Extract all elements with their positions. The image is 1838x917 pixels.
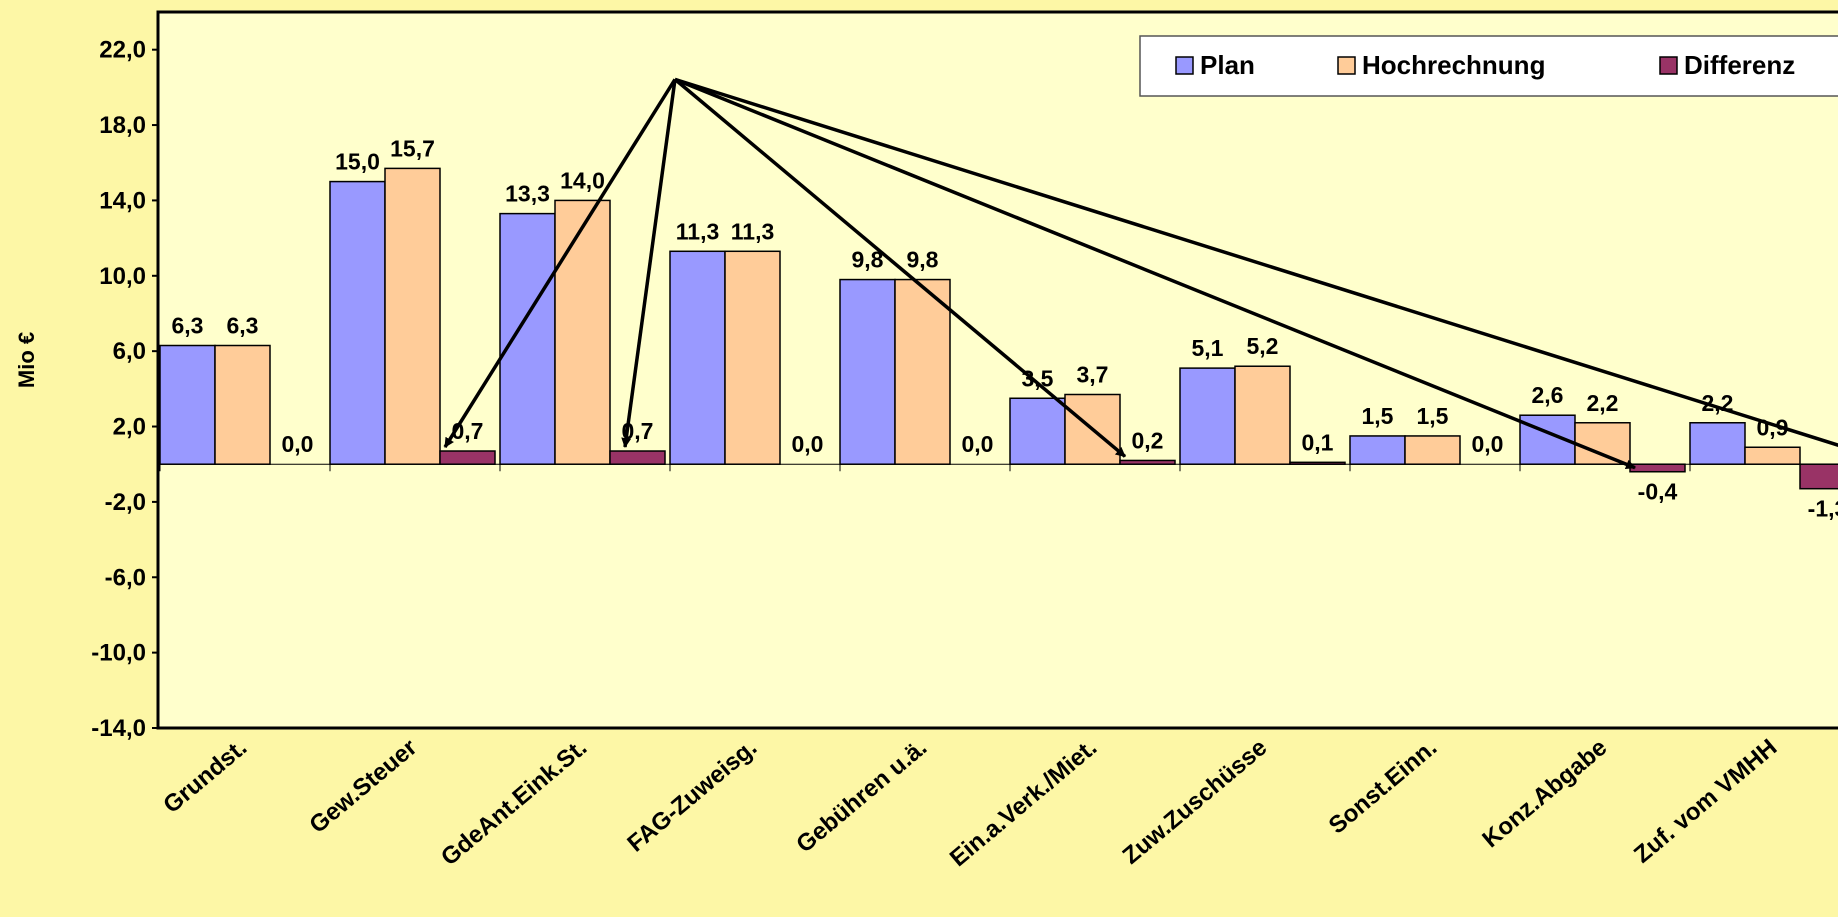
data-label-plan-6: 5,1	[1192, 335, 1224, 361]
bar-plan-7	[1349, 435, 1406, 465]
bar-plan-4	[839, 278, 896, 465]
x-tick-label: Konz.Abgabe	[1477, 734, 1612, 853]
data-label-hochrechnung-4: 9,8	[907, 247, 939, 273]
bar-hochrechnung-3	[724, 250, 781, 465]
bar-differenz-2	[609, 450, 666, 465]
data-label-plan-2: 13,3	[505, 181, 550, 207]
x-tick-label: GdeAnt.Eink.St.	[436, 734, 592, 871]
y-tick-label: -6,0	[105, 564, 146, 591]
data-label-hochrechnung-5: 3,7	[1077, 361, 1109, 387]
y-tick-label: -2,0	[105, 489, 146, 516]
bar-hochrechnung-4	[894, 278, 951, 465]
data-label-differenz-9: -1,3	[1808, 496, 1838, 522]
data-label-plan-5: 3,5	[1022, 365, 1054, 391]
annotation-arrow	[674, 77, 1636, 470]
annotation-arrow	[673, 78, 1127, 458]
data-label-hochrechnung-6: 5,2	[1247, 333, 1279, 359]
annotation-arrow	[443, 78, 677, 448]
legend-swatch-differenz	[1659, 56, 1678, 75]
bar-plan-1	[329, 180, 386, 465]
bar-hochrechnung-7	[1404, 435, 1461, 465]
x-tick-label: Gebühren u.ä.	[791, 734, 932, 858]
y-tick-label: -10,0	[91, 640, 146, 667]
legend-swatch-hochrechnung	[1337, 56, 1356, 75]
bar-plan-5	[1009, 397, 1066, 465]
x-tick-label: Zuf. vom VMHH	[1629, 734, 1782, 869]
bar-hochrechnung-0	[214, 344, 271, 465]
legend-label-differenz: Differenz	[1684, 50, 1795, 80]
data-label-differenz-5: 0,2	[1132, 427, 1164, 453]
data-label-differenz-7: 0,0	[1472, 431, 1504, 457]
x-tick-label: FAG-Zuweisg.	[622, 734, 762, 858]
legend-label-hochrechnung: Hochrechnung	[1362, 50, 1545, 80]
annotation-arrows	[443, 77, 1838, 470]
legend-swatch-plan	[1175, 56, 1194, 75]
y-tick-label: 6,0	[113, 338, 146, 365]
y-tick-label: 2,0	[113, 414, 146, 441]
data-label-differenz-0: 0,0	[282, 431, 314, 457]
data-label-differenz-3: 0,0	[792, 431, 824, 457]
data-label-differenz-6: 0,1	[1302, 429, 1334, 455]
data-label-hochrechnung-3: 11,3	[731, 218, 775, 244]
y-tick-label: -14,0	[91, 715, 146, 742]
bar-hochrechnung-6	[1234, 365, 1291, 465]
data-label-differenz-8: -0,4	[1638, 479, 1678, 505]
bar-differenz-8	[1629, 463, 1686, 473]
data-label-plan-7: 1,5	[1362, 403, 1394, 429]
x-tick-label: Sonst.Einn.	[1324, 734, 1442, 840]
x-tick-label: Ein.a.Verk./Miet.	[945, 734, 1102, 872]
y-tick-label: 10,0	[99, 263, 146, 290]
bar-hochrechnung-1	[384, 167, 441, 465]
data-label-hochrechnung-2: 14,0	[560, 167, 605, 193]
legend-label-plan: Plan	[1200, 50, 1255, 80]
bar-hochrechnung-2	[554, 199, 611, 465]
y-axis-label: Mio €	[14, 332, 39, 388]
x-tick-label: Gew.Steuer	[304, 734, 422, 839]
legend-box	[1139, 35, 1838, 97]
bar-differenz-9	[1799, 463, 1838, 490]
data-label-plan-3: 11,3	[676, 218, 720, 244]
bar-plan-9	[1689, 422, 1746, 465]
bar-differenz-5	[1119, 459, 1176, 465]
data-labels: 6,3 15,0 13,3 11,3 9,8 3,5 5,1 1,5 2,6 2,2 6,3 15,7…	[172, 135, 1838, 521]
bar-plan-0	[159, 344, 216, 465]
data-label-hochrechnung-7: 1,5	[1417, 403, 1449, 429]
data-label-hochrechnung-0: 6,3	[227, 313, 259, 339]
y-tick-label: 14,0	[99, 187, 146, 214]
x-tick-label: Zuw.Zuschüsse	[1118, 734, 1273, 870]
x-tick-label: Grundst.	[158, 734, 252, 819]
data-label-hochrechnung-8: 2,2	[1587, 390, 1619, 416]
y-tick-label: 22,0	[99, 37, 146, 64]
bar-differenz-1	[439, 450, 496, 465]
bar-hochrechnung-9	[1744, 446, 1801, 465]
bar-plan-6	[1179, 367, 1236, 465]
legend: Plan Hochrechnung Differenz	[1139, 35, 1838, 97]
data-label-hochrechnung-1: 15,7	[390, 135, 435, 161]
data-label-differenz-4: 0,0	[962, 431, 994, 457]
bar-hochrechnung-8	[1574, 422, 1631, 465]
annotation-arrow	[621, 79, 677, 449]
bar-plan-3	[669, 250, 726, 465]
annotation-arrow	[674, 77, 1838, 447]
y-tick-label: 18,0	[99, 112, 146, 139]
bar-plan-2	[499, 212, 556, 465]
bar-hochrechnung-5	[1064, 393, 1121, 465]
data-label-plan-1: 15,0	[335, 149, 380, 175]
data-label-plan-8: 2,6	[1532, 382, 1564, 408]
data-label-plan-0: 6,3	[172, 313, 204, 339]
